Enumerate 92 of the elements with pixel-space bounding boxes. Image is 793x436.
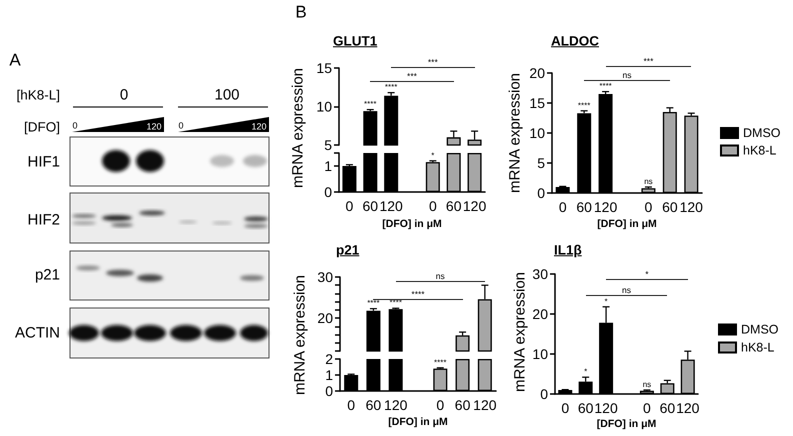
annotation: ns — [436, 270, 445, 280]
legend-label: hK8-L — [743, 144, 776, 158]
data-label: * — [584, 367, 588, 376]
y-axis-title: mRNA expression — [292, 274, 308, 396]
data-label: **** — [367, 298, 380, 308]
data-label: **** — [364, 100, 377, 109]
legend-label: DMSO — [741, 322, 779, 336]
y-tick-label: 0 — [537, 185, 546, 201]
annotation: * — [645, 268, 649, 278]
data-label: ns — [642, 380, 652, 389]
text: 0 — [120, 86, 128, 104]
annotation: **** — [411, 288, 425, 298]
x-tick-label: 60 — [366, 397, 382, 413]
y-tick-label: 10 — [316, 98, 332, 114]
x-axis-title: [DFO] in μM — [596, 418, 656, 430]
text: 100 — [214, 86, 240, 104]
x-tick-label: 0 — [347, 397, 356, 413]
data-label: **** — [434, 358, 447, 367]
x-tick-label: 0 — [436, 397, 444, 413]
y-tick-label: 10 — [532, 346, 548, 362]
x-axis-title: [DFO] in μM — [388, 416, 448, 428]
y-tick-label: 15 — [529, 95, 546, 111]
data-label: * — [431, 150, 434, 160]
y-tick-label: 0 — [325, 383, 334, 399]
y-tick-label: 30 — [532, 266, 548, 282]
x-tick-label: 60 — [362, 198, 378, 214]
data-label: **** — [384, 82, 398, 92]
y-tick-label: 0 — [324, 184, 332, 200]
x-tick-label: 0 — [644, 199, 653, 215]
text: HIF1 — [27, 154, 60, 170]
text: *** — [428, 56, 438, 66]
y-tick-label: 2 — [325, 351, 334, 367]
text: [hK8-L] — [16, 87, 60, 102]
y-axis-title: mRNA expression — [290, 68, 306, 188]
x-tick-label: 0 — [643, 400, 652, 416]
data-label: **** — [578, 100, 590, 110]
text: ACTIN — [15, 324, 60, 342]
x-axis-title: [DFO] in μM — [597, 218, 657, 230]
x-tick-label: 120 — [676, 400, 700, 416]
y-tick-label: 0 — [540, 386, 548, 402]
data-label: ns — [644, 177, 653, 186]
x-tick-label: 120 — [384, 397, 408, 413]
x-tick-label: 60 — [454, 397, 471, 413]
text: 0 — [178, 120, 184, 130]
text: p21 — [34, 266, 60, 284]
y-tick-label: 20 — [532, 306, 548, 322]
data-label: **** — [599, 82, 612, 91]
x-tick-label: 120 — [680, 199, 704, 215]
x-tick-label: 60 — [662, 199, 678, 215]
x-tick-label: 120 — [594, 400, 618, 416]
y-tick-label: 30 — [317, 269, 334, 285]
x-tick-label: 0 — [428, 198, 437, 214]
data-label: * — [604, 296, 608, 306]
annotation: ns — [622, 69, 632, 80]
text: [DFO] — [24, 119, 60, 134]
text: 120 — [146, 121, 162, 131]
chart-title: IL1β — [554, 242, 582, 258]
y-tick-label: 1 — [324, 158, 332, 174]
x-tick-label: 0 — [558, 199, 567, 215]
annotation: ns — [622, 284, 631, 294]
chart-title: GLUT1 — [333, 33, 378, 48]
x-tick-label: 0 — [346, 198, 354, 214]
x-tick-label: 60 — [660, 400, 676, 416]
x-tick-label: 60 — [446, 198, 462, 214]
y-axis-title: mRNA expression — [512, 272, 528, 392]
text: B — [295, 2, 307, 22]
x-tick-label: 60 — [576, 199, 592, 215]
x-tick-label: 120 — [462, 198, 486, 214]
y-tick-label: 1 — [325, 367, 334, 383]
y-tick-label: 5 — [537, 155, 546, 171]
text: 0 — [72, 120, 78, 130]
text: HIF2 — [27, 212, 60, 228]
chart-title: p21 — [336, 242, 360, 258]
x-tick-label: 120 — [473, 397, 497, 413]
x-tick-label: 120 — [379, 198, 404, 214]
x-axis-title: [DFO] in μM — [382, 218, 442, 230]
y-axis-title: mRNA expression — [506, 72, 524, 194]
annotation: *** — [407, 70, 417, 80]
y-tick-label: 20 — [529, 65, 546, 81]
text: *** — [643, 55, 654, 66]
y-tick-label: 15 — [316, 60, 332, 76]
chart-title: ALDOC — [551, 33, 599, 48]
y-tick-label: 5 — [324, 137, 332, 153]
legend-label: DMSO — [743, 126, 781, 140]
y-tick-label: 10 — [529, 125, 546, 141]
legend-label: hK8-L — [741, 340, 774, 354]
y-tick-label: 20 — [317, 310, 334, 326]
text: 120 — [251, 121, 267, 131]
x-tick-label: 0 — [561, 400, 570, 416]
text: A — [9, 50, 21, 70]
x-tick-label: 120 — [594, 199, 618, 215]
x-tick-label: 60 — [578, 400, 594, 416]
